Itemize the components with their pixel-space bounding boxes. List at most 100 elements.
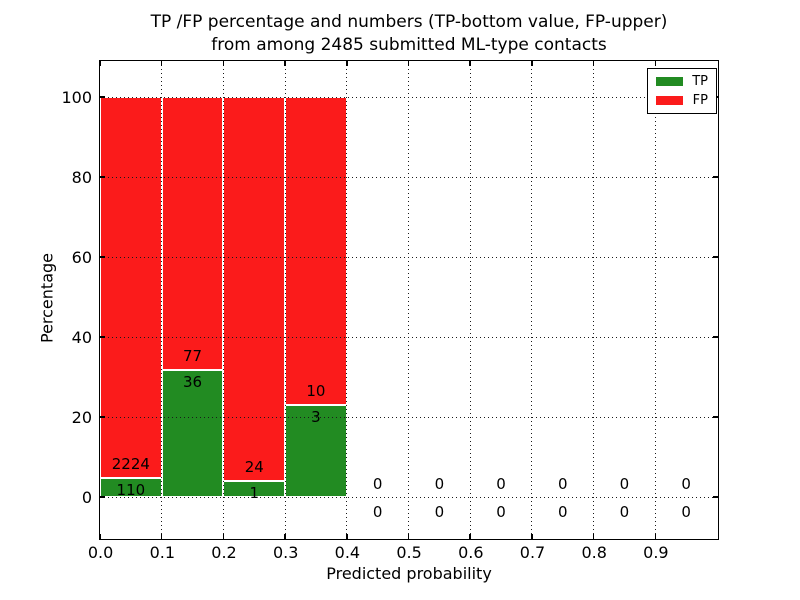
gridline-vertical — [593, 61, 595, 538]
fp-count-label: 10 — [306, 381, 326, 400]
fp-count-label: 24 — [244, 458, 264, 476]
gridline-vertical — [531, 61, 533, 538]
x-tick-mark — [407, 534, 410, 539]
x-tick-mark — [346, 61, 348, 66]
tp-count-label: 110 — [116, 481, 146, 500]
bar-fp-segment — [161, 97, 224, 370]
gridline-vertical — [408, 61, 409, 538]
x-tick-label: 0.8 — [581, 543, 607, 562]
tp-count-label: 1 — [249, 484, 260, 502]
x-tick-label: 0.3 — [272, 543, 299, 562]
gridline-vertical — [222, 61, 224, 538]
legend-label: TP — [692, 73, 708, 89]
y-tick-label: 100 — [61, 87, 92, 107]
y-tick-label: 20 — [71, 407, 92, 427]
legend-item-tp: TP — [656, 73, 708, 89]
x-tick-label: 0.6 — [458, 543, 484, 562]
tp-count-label: 36 — [183, 372, 203, 391]
gridline-vertical — [654, 61, 656, 538]
x-tick-mark — [99, 61, 101, 66]
y-tick-mark — [100, 416, 105, 418]
legend-label: FP — [692, 92, 708, 108]
y-tick-mark — [713, 336, 718, 338]
x-tick-mark — [531, 61, 533, 66]
y-tick-mark — [100, 256, 105, 258]
x-tick-mark — [407, 61, 410, 66]
chart-title-line1: TP /FP percentage and numbers (TP-bottom… — [150, 12, 668, 32]
legend-box: TP FP — [647, 68, 717, 114]
tp-count-label: 0 — [496, 503, 506, 521]
y-tick-mark — [713, 416, 718, 418]
tp-count-label: 0 — [434, 503, 445, 521]
y-tick-mark — [100, 496, 105, 498]
x-tick-mark — [592, 61, 595, 66]
x-tick-label: 0.0 — [87, 543, 114, 562]
x-tick-mark — [160, 61, 163, 66]
y-tick-mark — [100, 176, 105, 178]
fp-count-label: 0 — [619, 475, 630, 493]
x-tick-mark — [469, 61, 471, 66]
y-tick-label: 80 — [71, 167, 92, 187]
x-tick-mark — [654, 534, 657, 539]
gridline-horizontal — [100, 176, 717, 178]
x-tick-label: 0.9 — [643, 543, 669, 562]
tp-count-label: 0 — [619, 503, 630, 521]
x-tick-mark — [654, 61, 657, 66]
x-tick-mark — [531, 534, 533, 539]
fp-count-label: 0 — [496, 475, 506, 493]
x-tick-label: 0.5 — [396, 543, 422, 562]
y-tick-mark — [100, 96, 105, 98]
x-tick-mark — [222, 61, 225, 66]
gridline-vertical — [346, 61, 348, 538]
y-tick-mark — [713, 496, 718, 498]
tp-count-label: 3 — [311, 407, 321, 426]
bar-fp-segment — [100, 97, 162, 479]
x-tick-label: 0.2 — [211, 543, 237, 562]
bar-tp-segment — [161, 369, 224, 497]
gridline-horizontal — [100, 416, 717, 418]
x-tick-mark — [284, 534, 286, 539]
tp-count-label: 0 — [557, 503, 568, 521]
fp-count-label: 0 — [372, 475, 383, 493]
x-tick-label: 0.1 — [149, 543, 176, 562]
gridline-vertical — [161, 61, 163, 538]
legend-item-fp: FP — [656, 92, 708, 108]
gridline-horizontal — [100, 96, 717, 98]
x-tick-mark — [160, 534, 163, 539]
fp-count-label: 0 — [557, 475, 568, 493]
x-tick-mark — [284, 61, 286, 66]
x-axis-label: Predicted probability — [326, 564, 492, 583]
fp-count-label: 0 — [434, 475, 445, 493]
legend-swatch-tp — [656, 77, 683, 86]
bar-tp-segment — [285, 404, 347, 497]
gridline-horizontal — [100, 496, 717, 498]
y-tick-label: 0 — [81, 487, 92, 507]
tp-count-label: 0 — [681, 503, 691, 521]
x-tick-label: 0.7 — [519, 543, 546, 562]
chart-title-line2: from among 2485 submitted ML-type contac… — [211, 35, 607, 55]
legend-swatch-fp — [656, 96, 683, 105]
x-tick-mark — [346, 534, 348, 539]
y-tick-label: 40 — [71, 327, 92, 347]
bar-fp-segment — [223, 97, 286, 481]
fp-count-label: 0 — [681, 475, 691, 493]
x-tick-label: 0.4 — [334, 543, 361, 562]
y-tick-mark — [100, 336, 105, 338]
y-tick-mark — [713, 256, 718, 258]
tp-count-label: 0 — [372, 503, 383, 521]
fp-count-label: 2224 — [111, 455, 150, 474]
gridline-vertical — [469, 61, 471, 538]
gridline-horizontal — [100, 256, 717, 258]
gridline-vertical — [284, 61, 286, 538]
gridline-horizontal — [100, 336, 717, 338]
plot-area: 2224 110 77 36 24 1 10 3 0 0 0 0 0 0 0 0 0 0 0 0 TP FP — [99, 60, 719, 540]
x-tick-mark — [592, 534, 595, 539]
bar-fp-segment — [285, 97, 347, 405]
y-tick-mark — [713, 176, 718, 178]
y-tick-label: 60 — [71, 247, 92, 267]
x-tick-mark — [99, 534, 101, 539]
x-tick-mark — [222, 534, 225, 539]
fp-count-label: 77 — [183, 346, 203, 365]
x-tick-mark — [469, 534, 471, 539]
